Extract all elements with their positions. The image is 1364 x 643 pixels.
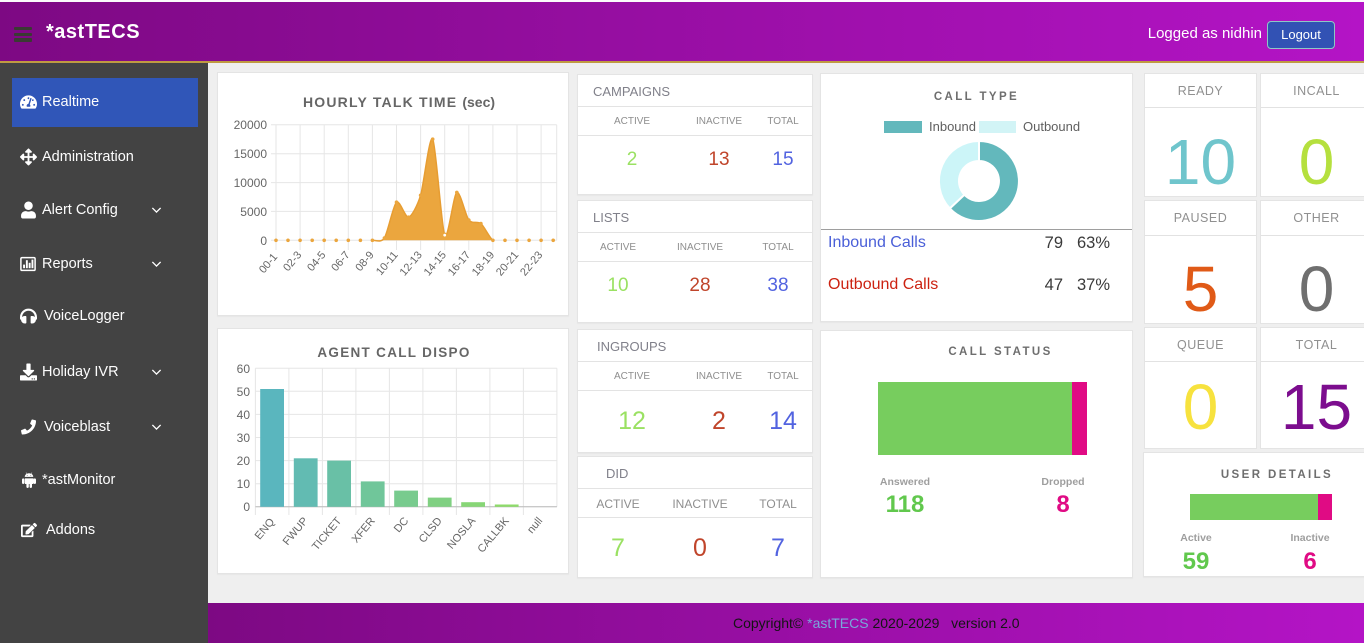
svg-text:22-23: 22-23	[518, 249, 545, 278]
svg-text:DC: DC	[392, 515, 411, 535]
svg-text:10: 10	[237, 477, 251, 491]
svg-text:XFER: XFER	[350, 515, 378, 545]
svg-text:20000: 20000	[234, 118, 268, 132]
svg-text:00-1: 00-1	[257, 251, 280, 276]
svg-text:FWUP: FWUP	[281, 515, 311, 548]
svg-text:60: 60	[237, 362, 251, 376]
svg-text:50: 50	[237, 385, 251, 399]
svg-text:Inbound: Inbound	[929, 119, 976, 134]
svg-text:10-11: 10-11	[374, 249, 401, 278]
svg-text:04-5: 04-5	[305, 249, 328, 274]
svg-text:06-7: 06-7	[329, 249, 352, 274]
svg-text:12-13: 12-13	[398, 249, 425, 278]
svg-text:TICKET: TICKET	[310, 515, 345, 553]
svg-text:15000: 15000	[234, 147, 268, 161]
svg-text:ENQ: ENQ	[253, 516, 278, 542]
svg-text:0: 0	[260, 234, 267, 248]
svg-text:AGENT CALL DISPO: AGENT CALL DISPO	[317, 345, 470, 360]
svg-text:18-19: 18-19	[470, 249, 497, 278]
svg-text:30: 30	[237, 431, 251, 445]
svg-text:14-15: 14-15	[422, 249, 449, 278]
svg-text:20-21: 20-21	[494, 249, 521, 278]
svg-text:40: 40	[237, 408, 251, 422]
svg-text:HOURLY TALK TIME (sec): HOURLY TALK TIME (sec)	[303, 94, 495, 110]
svg-text:0: 0	[243, 500, 250, 514]
svg-text:NOSLA: NOSLA	[445, 515, 479, 552]
svg-text:CALLBK: CALLBK	[475, 515, 512, 556]
svg-text:10000: 10000	[234, 176, 268, 190]
svg-text:5000: 5000	[240, 205, 267, 219]
svg-text:02-3: 02-3	[281, 249, 304, 274]
svg-text:20: 20	[237, 454, 251, 468]
svg-text:CLSD: CLSD	[417, 515, 445, 545]
svg-text:16-17: 16-17	[446, 249, 473, 278]
svg-text:Outbound: Outbound	[1023, 119, 1080, 134]
svg-text:null: null	[525, 515, 545, 536]
